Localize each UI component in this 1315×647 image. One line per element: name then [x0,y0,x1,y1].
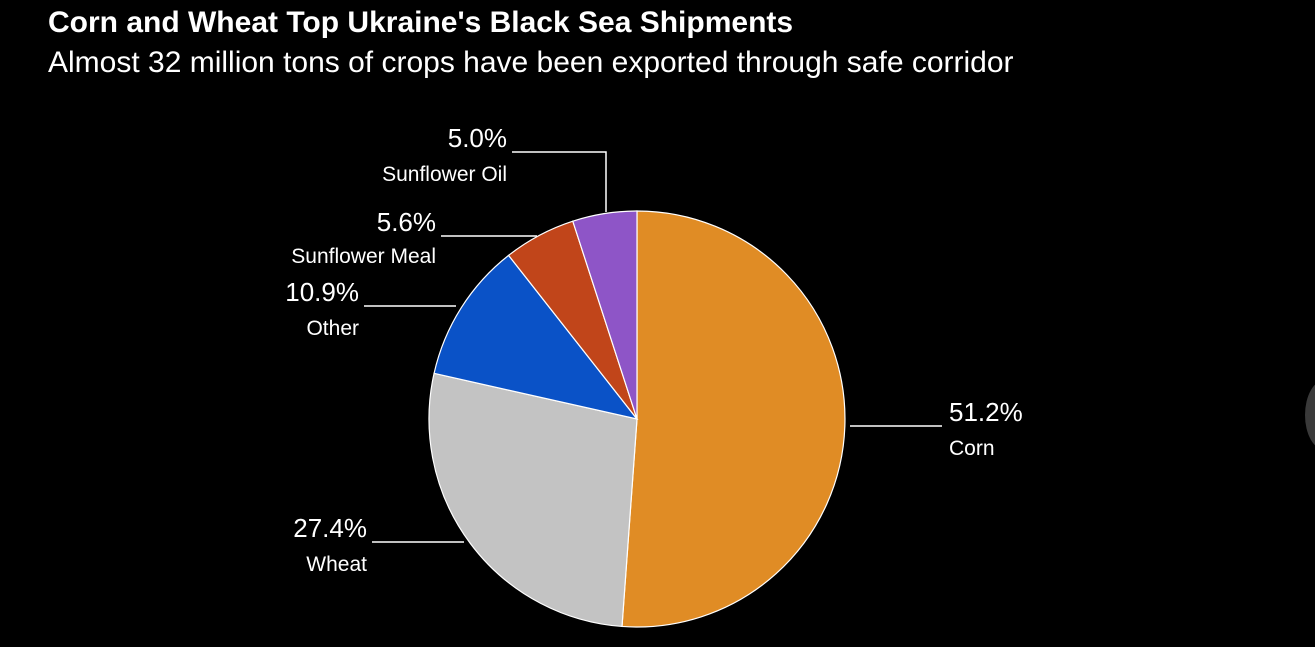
chart-subtitle: Almost 32 million tons of crops have bee… [48,46,1014,79]
leader-line-sunflower-oil [512,151,607,212]
value-label-corn: 51.2% [949,397,1023,427]
pie-slice-sunflower-oil [572,210,638,420]
value-label-wheat: 27.4% [293,513,367,543]
value-label-other: 10.9% [285,277,359,307]
scroll-handle[interactable] [1305,380,1315,450]
category-label-sunflower-meal: Sunflower Meal [291,245,436,268]
category-label-wheat: Wheat [306,553,367,576]
category-label-corn: Corn [949,437,995,460]
chart-title: Corn and Wheat Top Ukraine's Black Sea S… [48,6,794,39]
value-label-sunflower-meal: 5.6% [377,207,436,237]
category-label-sunflower-oil: Sunflower Oil [382,163,507,186]
pie-slice-wheat [428,372,638,628]
value-label-sunflower-oil: 5.0% [448,123,507,153]
pie-slice-corn [621,210,846,628]
category-label-other: Other [306,317,359,340]
pie-slice-other [433,254,639,420]
